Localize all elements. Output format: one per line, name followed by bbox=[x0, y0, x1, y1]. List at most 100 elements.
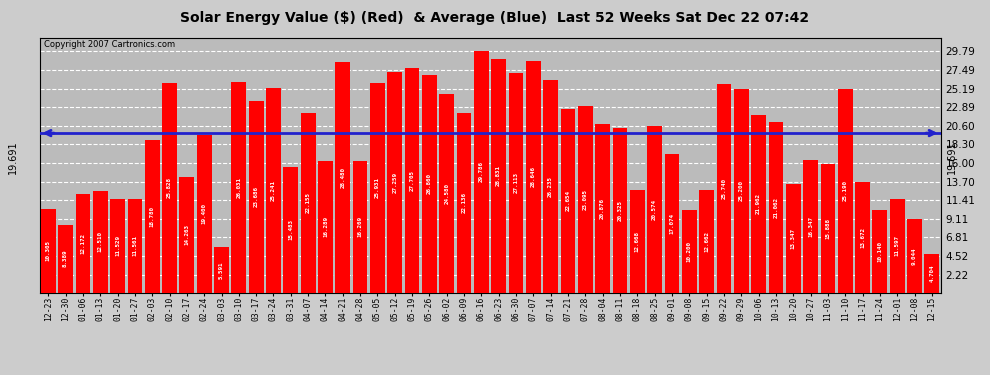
Bar bbox=[699, 190, 714, 292]
Text: 28.831: 28.831 bbox=[496, 165, 501, 186]
Bar bbox=[509, 73, 524, 292]
Bar bbox=[456, 113, 471, 292]
Text: 23.686: 23.686 bbox=[253, 186, 258, 207]
Bar bbox=[422, 75, 437, 292]
Text: 16.347: 16.347 bbox=[808, 216, 813, 237]
Text: 13.347: 13.347 bbox=[791, 228, 796, 249]
Text: 25.190: 25.190 bbox=[842, 180, 847, 201]
Text: 10.200: 10.200 bbox=[687, 241, 692, 262]
Text: Copyright 2007 Cartronics.com: Copyright 2007 Cartronics.com bbox=[45, 40, 175, 49]
Text: 11.597: 11.597 bbox=[895, 235, 900, 256]
Bar bbox=[214, 247, 229, 292]
Bar bbox=[717, 84, 732, 292]
Bar bbox=[440, 93, 454, 292]
Bar bbox=[786, 184, 801, 292]
Text: 23.095: 23.095 bbox=[583, 189, 588, 210]
Bar bbox=[890, 199, 905, 292]
Bar bbox=[751, 115, 766, 292]
Bar bbox=[232, 82, 247, 292]
Text: 27.113: 27.113 bbox=[514, 172, 519, 193]
Bar bbox=[526, 61, 541, 292]
Text: Solar Energy Value ($) (Red)  & Average (Blue)  Last 52 Weeks Sat Dec 22 07:42: Solar Energy Value ($) (Red) & Average (… bbox=[180, 11, 810, 25]
Text: 21.962: 21.962 bbox=[756, 193, 761, 214]
Bar bbox=[248, 101, 263, 292]
Text: 22.155: 22.155 bbox=[306, 192, 311, 213]
Bar bbox=[145, 141, 159, 292]
Bar bbox=[595, 123, 610, 292]
Text: 29.786: 29.786 bbox=[479, 162, 484, 183]
Text: 25.740: 25.740 bbox=[722, 178, 727, 199]
Bar bbox=[75, 194, 90, 292]
Text: 22.654: 22.654 bbox=[565, 190, 570, 211]
Text: 20.574: 20.574 bbox=[652, 199, 657, 220]
Text: 21.062: 21.062 bbox=[773, 197, 778, 218]
Text: 20.876: 20.876 bbox=[600, 198, 605, 219]
Bar bbox=[197, 135, 212, 292]
Bar bbox=[352, 161, 367, 292]
Text: 28.646: 28.646 bbox=[531, 166, 536, 187]
Bar bbox=[128, 199, 143, 292]
Text: 25.828: 25.828 bbox=[167, 177, 172, 198]
Bar bbox=[58, 225, 73, 292]
Text: 19.691: 19.691 bbox=[8, 141, 18, 174]
Bar bbox=[405, 68, 420, 292]
Text: 19.691: 19.691 bbox=[947, 141, 957, 174]
Text: 15.483: 15.483 bbox=[288, 219, 293, 240]
Bar bbox=[838, 88, 852, 292]
Text: 9.044: 9.044 bbox=[912, 247, 917, 265]
Text: 12.172: 12.172 bbox=[80, 233, 85, 254]
Bar bbox=[179, 177, 194, 292]
Bar bbox=[768, 122, 783, 292]
Text: 26.235: 26.235 bbox=[548, 176, 553, 197]
Bar bbox=[855, 182, 870, 292]
Bar bbox=[560, 109, 575, 292]
Bar bbox=[647, 126, 662, 292]
Text: 13.672: 13.672 bbox=[860, 226, 865, 248]
Text: 4.704: 4.704 bbox=[930, 265, 935, 282]
Text: 12.662: 12.662 bbox=[704, 231, 709, 252]
Text: 16.269: 16.269 bbox=[357, 216, 362, 237]
Text: 5.591: 5.591 bbox=[219, 261, 224, 279]
Text: 25.931: 25.931 bbox=[375, 177, 380, 198]
Text: 20.325: 20.325 bbox=[618, 200, 623, 221]
Text: 11.529: 11.529 bbox=[115, 236, 120, 256]
Bar bbox=[266, 88, 281, 292]
Text: 25.241: 25.241 bbox=[271, 180, 276, 201]
Text: 27.705: 27.705 bbox=[410, 170, 415, 191]
Bar bbox=[544, 80, 558, 292]
Bar bbox=[283, 167, 298, 292]
Text: 26.031: 26.031 bbox=[237, 177, 242, 198]
Bar bbox=[734, 88, 748, 292]
Text: 10.140: 10.140 bbox=[877, 241, 882, 262]
Bar bbox=[318, 160, 333, 292]
Bar bbox=[93, 191, 108, 292]
Bar bbox=[301, 113, 316, 292]
Bar bbox=[578, 105, 593, 292]
Bar bbox=[41, 209, 55, 292]
Text: 8.389: 8.389 bbox=[63, 250, 68, 267]
Bar bbox=[491, 59, 506, 292]
Bar bbox=[613, 128, 628, 292]
Bar bbox=[162, 83, 177, 292]
Text: 17.074: 17.074 bbox=[669, 213, 674, 234]
Bar bbox=[925, 254, 940, 292]
Text: 14.263: 14.263 bbox=[184, 224, 189, 245]
Text: 10.305: 10.305 bbox=[46, 240, 50, 261]
Bar bbox=[336, 62, 350, 292]
Text: 25.200: 25.200 bbox=[739, 180, 743, 201]
Bar bbox=[474, 51, 489, 292]
Bar bbox=[907, 219, 922, 292]
Bar bbox=[110, 199, 125, 292]
Bar bbox=[821, 164, 836, 292]
Text: 12.510: 12.510 bbox=[98, 231, 103, 252]
Text: 19.400: 19.400 bbox=[202, 204, 207, 225]
Bar bbox=[387, 72, 402, 292]
Text: 16.289: 16.289 bbox=[323, 216, 328, 237]
Text: 15.888: 15.888 bbox=[826, 218, 831, 239]
Bar bbox=[664, 154, 679, 292]
Bar bbox=[370, 82, 385, 292]
Bar bbox=[682, 210, 697, 292]
Text: 11.561: 11.561 bbox=[133, 235, 138, 256]
Text: 12.668: 12.668 bbox=[635, 231, 640, 252]
Text: 24.580: 24.580 bbox=[445, 183, 449, 204]
